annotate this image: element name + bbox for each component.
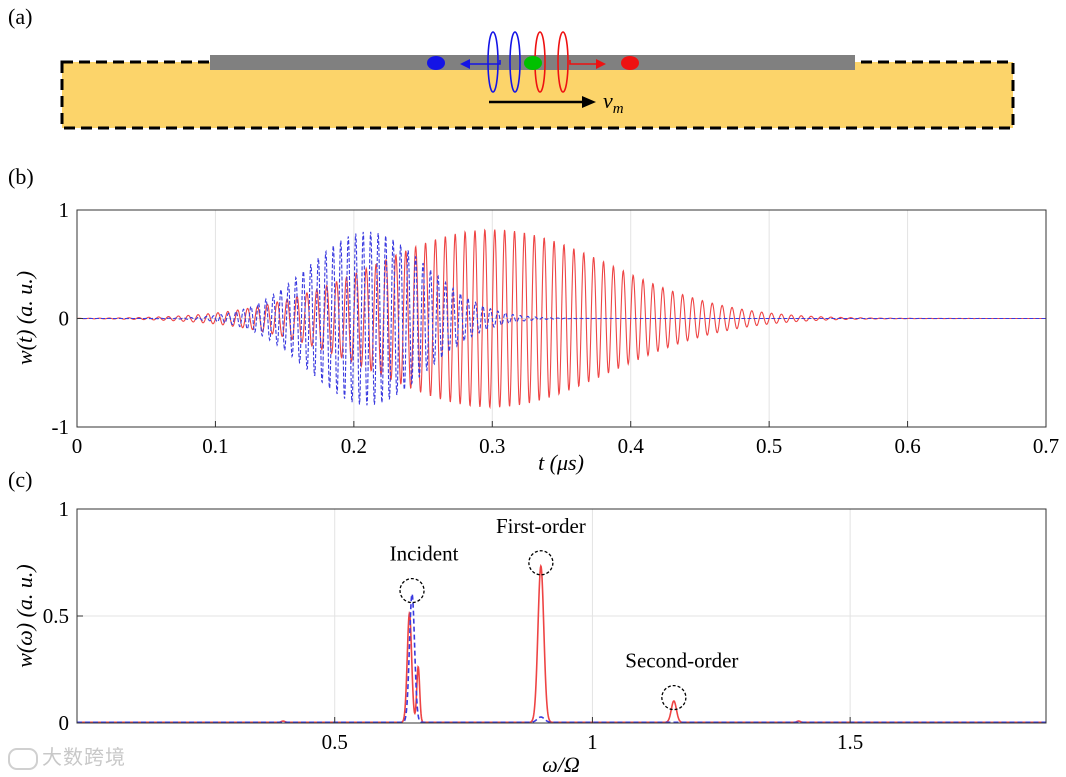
- time-domain-y-axis-label: w(t) (a. u.): [12, 271, 37, 365]
- time-series-red-line: [76, 228, 1046, 410]
- b-x-tick-label: 0.6: [894, 434, 920, 458]
- watermark-text: 大数跨境: [42, 745, 126, 769]
- peak-highlight-circle: [399, 577, 425, 604]
- c-y-tick-label: 0: [59, 711, 70, 735]
- velocity-label: vm: [603, 88, 624, 117]
- b-x-tick-label: 0: [72, 434, 83, 458]
- c-y-tick-label: 0.5: [43, 604, 69, 628]
- red-dot: [621, 56, 639, 70]
- spectrum-chart: 0.5 1 1.5 0 0.5 1 Incident First-order Second-o…: [12, 497, 1047, 777]
- peak-annotation-second-order: Second-order: [625, 649, 738, 673]
- b-x-tick-label: 0.1: [202, 434, 228, 458]
- b-x-tick-label: 0.3: [479, 434, 505, 458]
- c-x-tick-label: 1.5: [837, 730, 863, 754]
- blue-arrow-left: [467, 60, 501, 65]
- panel-b-label: (b): [8, 164, 34, 189]
- blue-dot: [427, 56, 445, 70]
- spectrum-y-axis-label: w(ω) (a. u.): [12, 564, 37, 668]
- watermark-logo-icon: [8, 747, 38, 770]
- red-arrowhead: [596, 59, 606, 69]
- peak-annotation-incident: Incident: [390, 542, 459, 566]
- time-domain-chart: 0 0.1 0.2 0.3 0.4 0.5 0.6 0.7-101 t (μs) w(t) (…: [12, 198, 1059, 475]
- b-y-tick-label: 0: [59, 307, 70, 331]
- b-y-tick-label: 1: [59, 198, 70, 222]
- green-dot: [524, 56, 542, 70]
- peak-annotation-first-order: First-order: [496, 514, 586, 538]
- b-x-tick-label: 0.5: [756, 434, 782, 458]
- blue-arrowhead: [460, 59, 470, 69]
- c-x-tick-label: 1: [587, 730, 598, 754]
- peak-highlight-circle: [528, 550, 554, 576]
- spectrum-blue-line: [77, 591, 1046, 724]
- b-y-tick-label: -1: [52, 415, 70, 439]
- schematic: vm: [60, 31, 1015, 130]
- substrate: [60, 60, 1015, 130]
- b-x-tick-label: 0.2: [341, 434, 367, 458]
- panel-a-label: (a): [8, 4, 32, 29]
- c-y-tick-label: 1: [59, 497, 70, 521]
- b-x-tick-label: 0.4: [618, 434, 645, 458]
- velocity-arrowhead: [582, 96, 596, 108]
- time-domain-x-axis-label: t (μs): [538, 450, 584, 475]
- spectrum-x-axis-label: ω/Ω: [542, 752, 580, 777]
- peak-highlight-circle: [661, 684, 687, 711]
- b-x-tick-label: 0.7: [1033, 434, 1059, 458]
- c-x-tick-label: 0.5: [322, 730, 348, 754]
- blue-wave-packet: [487, 31, 521, 93]
- panel-c-label: (c): [8, 467, 32, 492]
- spectrum-red-line: [77, 563, 1046, 724]
- red-arrow-right: [569, 60, 598, 65]
- watermark: 大数跨境: [8, 741, 126, 770]
